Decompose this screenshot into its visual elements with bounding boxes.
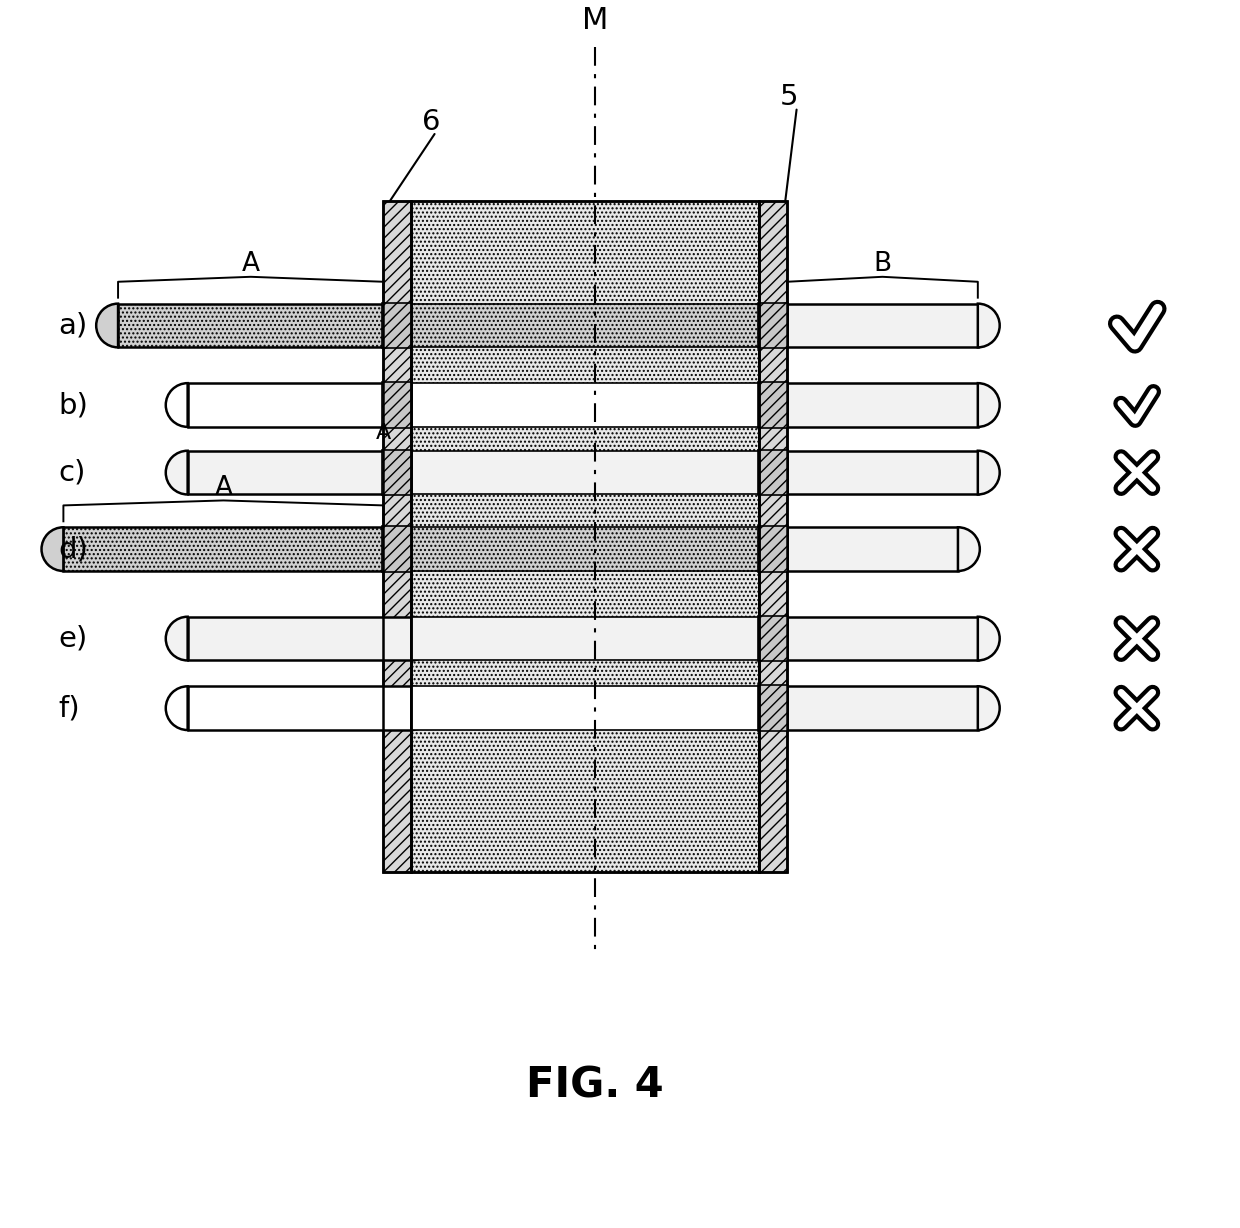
Text: M: M [582, 6, 609, 36]
Bar [382, 382, 412, 427]
Wedge shape [166, 451, 187, 495]
Wedge shape [166, 686, 187, 729]
Bar [758, 527, 787, 572]
Text: B: B [873, 251, 892, 276]
Bar [412, 616, 759, 661]
Wedge shape [959, 527, 980, 571]
Wedge shape [978, 303, 999, 348]
Bar [787, 527, 959, 571]
Bar [759, 201, 787, 872]
Wedge shape [978, 451, 999, 495]
Wedge shape [383, 303, 405, 348]
Wedge shape [412, 686, 433, 729]
Bar [787, 616, 978, 661]
Wedge shape [383, 451, 405, 495]
Bar [758, 615, 787, 662]
Wedge shape [978, 383, 999, 427]
Bar [187, 451, 383, 495]
Wedge shape [765, 383, 787, 427]
Bar [758, 449, 787, 495]
Wedge shape [97, 303, 118, 348]
Bar [382, 302, 412, 349]
Wedge shape [765, 303, 787, 348]
Wedge shape [41, 527, 63, 571]
Bar [383, 201, 412, 872]
Wedge shape [765, 451, 787, 495]
Wedge shape [978, 616, 999, 661]
Bar [412, 451, 759, 495]
Bar [118, 303, 383, 348]
Bar [787, 451, 978, 495]
Wedge shape [765, 686, 787, 729]
Wedge shape [166, 383, 187, 427]
Bar [382, 527, 412, 572]
Text: a): a) [58, 312, 88, 339]
Text: c): c) [58, 458, 86, 486]
Bar [759, 201, 787, 872]
Text: e): e) [58, 625, 88, 652]
Wedge shape [383, 527, 405, 571]
Bar [187, 383, 383, 427]
Bar [187, 686, 412, 729]
Text: A: A [215, 474, 232, 501]
Bar [63, 527, 383, 571]
Text: b): b) [58, 391, 88, 419]
Text: A: A [376, 422, 391, 443]
Bar [187, 616, 412, 661]
Wedge shape [978, 686, 999, 729]
Bar [412, 201, 759, 872]
Wedge shape [765, 527, 787, 571]
Text: A: A [242, 251, 259, 276]
Bar [758, 685, 787, 731]
Wedge shape [412, 616, 433, 661]
Bar [758, 382, 787, 427]
Bar [382, 449, 412, 495]
Bar [412, 527, 759, 571]
Text: 5: 5 [780, 84, 799, 111]
Bar [787, 303, 978, 348]
Bar [787, 686, 978, 729]
Bar [787, 383, 978, 427]
Bar [383, 201, 412, 872]
Bar [412, 303, 759, 348]
Bar [412, 383, 759, 427]
Wedge shape [166, 616, 187, 661]
Bar [412, 686, 759, 729]
Text: 6: 6 [422, 108, 440, 136]
Bar [758, 302, 787, 349]
Bar [412, 201, 759, 872]
Text: d): d) [58, 535, 88, 564]
Wedge shape [765, 616, 787, 661]
Text: FIG. 4: FIG. 4 [526, 1065, 663, 1106]
Text: f): f) [58, 694, 81, 722]
Wedge shape [383, 383, 405, 427]
